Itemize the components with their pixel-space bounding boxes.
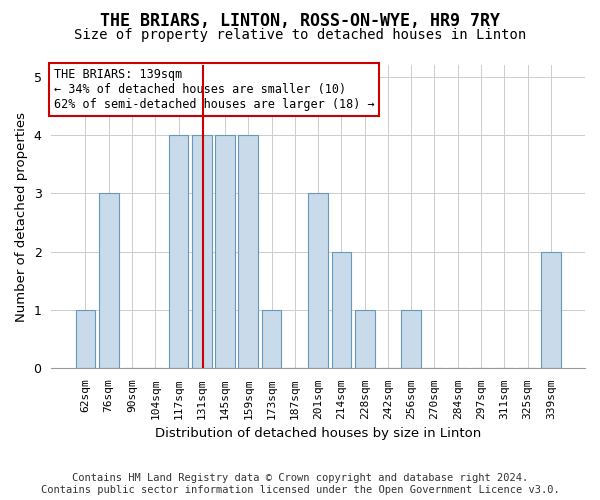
Bar [192, 135, 212, 368]
Text: THE BRIARS, LINTON, ROSS-ON-WYE, HR9 7RY: THE BRIARS, LINTON, ROSS-ON-WYE, HR9 7RY [100, 12, 500, 30]
Text: THE BRIARS: 139sqm
← 34% of detached houses are smaller (10)
62% of semi-detache: THE BRIARS: 139sqm ← 34% of detached hou… [54, 68, 374, 111]
Bar [76, 310, 95, 368]
Bar [401, 310, 421, 368]
Bar [262, 310, 281, 368]
Text: Size of property relative to detached houses in Linton: Size of property relative to detached ho… [74, 28, 526, 42]
Bar [541, 252, 561, 368]
Bar [99, 194, 119, 368]
Bar [169, 135, 188, 368]
Bar [332, 252, 352, 368]
Bar [355, 310, 374, 368]
Y-axis label: Number of detached properties: Number of detached properties [15, 112, 28, 322]
Text: Contains HM Land Registry data © Crown copyright and database right 2024.
Contai: Contains HM Land Registry data © Crown c… [41, 474, 559, 495]
Bar [215, 135, 235, 368]
Bar [308, 194, 328, 368]
X-axis label: Distribution of detached houses by size in Linton: Distribution of detached houses by size … [155, 427, 481, 440]
Bar [238, 135, 258, 368]
